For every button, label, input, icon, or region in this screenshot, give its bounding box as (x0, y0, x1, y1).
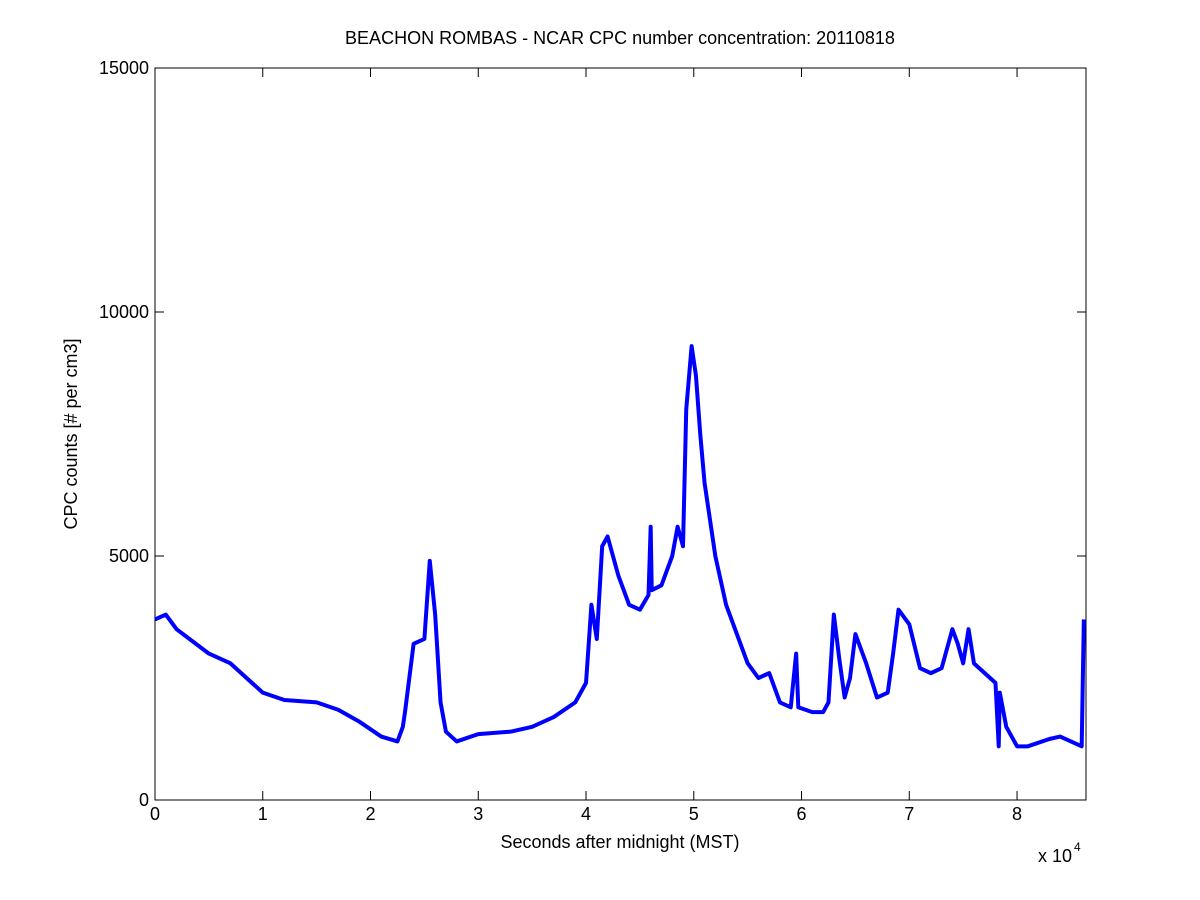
x-axis-label: Seconds after midnight (MST) (500, 832, 739, 852)
x-multiplier: x 10 (1038, 846, 1072, 866)
plot-frame (154, 67, 1087, 801)
x-tick-label: 5 (689, 804, 699, 824)
x-tick-label: 2 (366, 804, 376, 824)
x-tick-label: 6 (797, 804, 807, 824)
x-tick-label: 3 (473, 804, 483, 824)
x-tick-label: 8 (1012, 804, 1022, 824)
y-tick-label: 10000 (99, 302, 149, 322)
x-tick-label: 1 (258, 804, 268, 824)
y-tick-label: 0 (139, 790, 149, 810)
data-line (154, 344, 1086, 749)
x-tick-label: 7 (904, 804, 914, 824)
x-multiplier-exponent: 4 (1074, 840, 1081, 854)
y-tick-label: 5000 (109, 546, 149, 566)
x-tick-label: 4 (581, 804, 591, 824)
chart-title: BEACHON ROMBAS - NCAR CPC number concent… (345, 28, 895, 48)
y-axis-label: CPC counts [# per cm3] (61, 338, 81, 529)
x-tick-label: 0 (150, 804, 160, 824)
y-tick-label: 15000 (99, 58, 149, 78)
